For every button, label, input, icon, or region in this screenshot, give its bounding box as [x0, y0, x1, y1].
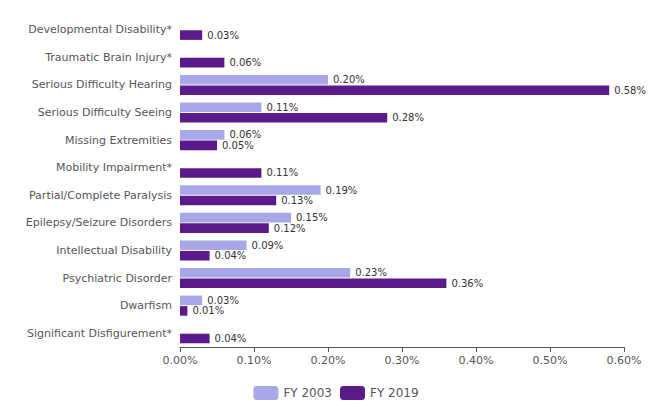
- svg-text:0.20%: 0.20%: [333, 74, 365, 85]
- svg-text:Developmental Disability*: Developmental Disability*: [28, 23, 172, 36]
- svg-text:0.19%: 0.19%: [326, 185, 358, 196]
- svg-text:0.06%: 0.06%: [229, 57, 261, 68]
- svg-text:0.28%: 0.28%: [392, 112, 424, 123]
- svg-text:0.01%: 0.01%: [192, 305, 224, 316]
- svg-text:Intellectual Disability: Intellectual Disability: [56, 244, 172, 257]
- svg-text:0.09%: 0.09%: [252, 240, 284, 251]
- svg-text:0.40%: 0.40%: [459, 354, 494, 367]
- svg-text:Serious Difficulty Hearing: Serious Difficulty Hearing: [32, 78, 172, 91]
- svg-text:0.30%: 0.30%: [385, 354, 420, 367]
- svg-text:0.58%: 0.58%: [614, 85, 646, 96]
- svg-text:0.23%: 0.23%: [355, 267, 387, 278]
- svg-text:0.60%: 0.60%: [607, 354, 642, 367]
- svg-text:0.05%: 0.05%: [222, 140, 254, 151]
- svg-text:0.12%: 0.12%: [274, 223, 306, 234]
- svg-text:Serious Difficulty Seeing: Serious Difficulty Seeing: [38, 106, 172, 119]
- svg-text:Significant Disfigurement*: Significant Disfigurement*: [27, 327, 173, 340]
- svg-text:0.04%: 0.04%: [215, 250, 247, 261]
- svg-text:Dwarfism: Dwarfism: [120, 299, 172, 312]
- svg-text:0.20%: 0.20%: [311, 354, 346, 367]
- svg-text:Psychiatric Disorder: Psychiatric Disorder: [62, 272, 172, 285]
- svg-text:FY 2003: FY 2003: [283, 386, 332, 400]
- svg-text:0.36%: 0.36%: [451, 278, 483, 289]
- svg-text:0.11%: 0.11%: [266, 167, 298, 178]
- svg-text:0.11%: 0.11%: [266, 102, 298, 113]
- svg-text:0.04%: 0.04%: [215, 333, 247, 344]
- svg-text:Partial/Complete Paralysis: Partial/Complete Paralysis: [29, 189, 172, 202]
- svg-text:0.50%: 0.50%: [533, 354, 568, 367]
- svg-text:FY 2019: FY 2019: [370, 386, 419, 400]
- svg-text:0.15%: 0.15%: [296, 212, 328, 223]
- svg-text:0.06%: 0.06%: [229, 129, 261, 140]
- svg-text:Epilepsy/Seizure Disorders: Epilepsy/Seizure Disorders: [26, 216, 172, 229]
- svg-text:Traumatic Brain Injury*: Traumatic Brain Injury*: [44, 51, 172, 64]
- svg-text:0.03%: 0.03%: [207, 30, 239, 41]
- svg-text:0.00%: 0.00%: [163, 354, 198, 367]
- svg-text:0.10%: 0.10%: [237, 354, 272, 367]
- svg-text:0.03%: 0.03%: [207, 295, 239, 306]
- svg-text:Mobility Impairment*: Mobility Impairment*: [56, 161, 173, 174]
- svg-text:Missing Extremities: Missing Extremities: [65, 134, 172, 147]
- svg-text:0.13%: 0.13%: [281, 195, 313, 206]
